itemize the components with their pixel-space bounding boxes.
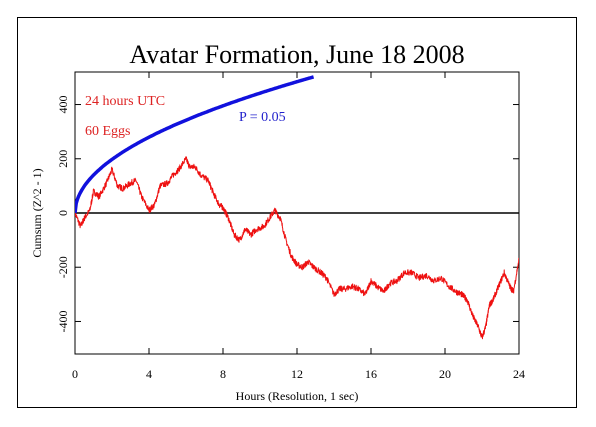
x-tick-label: 24: [513, 367, 525, 381]
annotation-24-hours-utc: 24 hours UTC: [85, 94, 165, 109]
x-tick-label: 0: [72, 367, 78, 381]
x-tick-label: 20: [439, 367, 451, 381]
y-tick-label: -200: [56, 256, 70, 278]
x-axis-label: Hours (Resolution, 1 sec): [236, 389, 359, 403]
p05-envelope-line: [75, 75, 315, 214]
annotation-60-eggs: 60 Eggs: [85, 124, 131, 139]
x-tick-label: 16: [365, 367, 377, 381]
y-tick-label: 400: [56, 96, 70, 114]
x-tick-label: 12: [291, 367, 303, 381]
y-axis-label: Cumsum (Z^2 - 1): [30, 168, 44, 257]
annotation-p-value: P = 0.05: [239, 110, 286, 125]
chart-title: Avatar Formation, June 18 2008: [129, 40, 464, 69]
x-tick-label: 8: [220, 367, 226, 381]
cumsum-series-line: [75, 156, 519, 340]
y-tick-label: -400: [56, 310, 70, 332]
y-tick-label: 200: [56, 150, 70, 168]
plot-layer: 0 4 8 12 16 20 24 -400 -200 0 200 400: [56, 72, 525, 381]
x-tick-label: 4: [146, 367, 152, 381]
y-tick-label: 0: [56, 210, 70, 216]
